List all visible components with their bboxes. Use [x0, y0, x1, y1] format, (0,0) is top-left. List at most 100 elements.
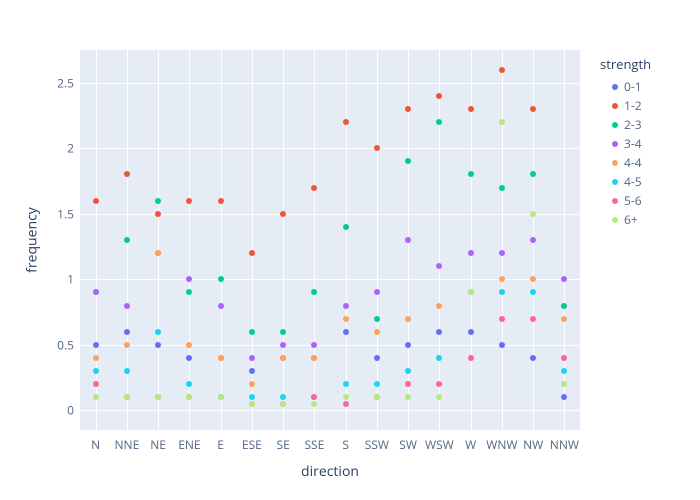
data-point[interactable]: [405, 237, 411, 243]
data-point[interactable]: [405, 381, 411, 387]
data-point[interactable]: [405, 368, 411, 374]
data-point[interactable]: [374, 289, 380, 295]
data-point[interactable]: [124, 368, 130, 374]
data-point[interactable]: [124, 237, 130, 243]
data-point[interactable]: [561, 381, 567, 387]
data-point[interactable]: [561, 276, 567, 282]
data-point[interactable]: [311, 355, 317, 361]
data-point[interactable]: [561, 368, 567, 374]
data-point[interactable]: [561, 303, 567, 309]
data-point[interactable]: [530, 106, 536, 112]
legend-item[interactable]: 4-4: [600, 153, 651, 172]
data-point[interactable]: [343, 401, 349, 407]
data-point[interactable]: [93, 381, 99, 387]
data-point[interactable]: [530, 211, 536, 217]
data-point[interactable]: [280, 329, 286, 335]
data-point[interactable]: [436, 303, 442, 309]
data-point[interactable]: [218, 394, 224, 400]
data-point[interactable]: [155, 250, 161, 256]
data-point[interactable]: [311, 289, 317, 295]
data-point[interactable]: [311, 185, 317, 191]
data-point[interactable]: [343, 329, 349, 335]
data-point[interactable]: [499, 276, 505, 282]
data-point[interactable]: [93, 394, 99, 400]
data-point[interactable]: [374, 329, 380, 335]
data-point[interactable]: [436, 329, 442, 335]
data-point[interactable]: [436, 119, 442, 125]
data-point[interactable]: [124, 171, 130, 177]
data-point[interactable]: [124, 303, 130, 309]
data-point[interactable]: [374, 394, 380, 400]
data-point[interactable]: [405, 394, 411, 400]
data-point[interactable]: [280, 401, 286, 407]
data-point[interactable]: [93, 342, 99, 348]
data-point[interactable]: [155, 329, 161, 335]
data-point[interactable]: [186, 289, 192, 295]
data-point[interactable]: [530, 276, 536, 282]
data-point[interactable]: [561, 394, 567, 400]
data-point[interactable]: [499, 342, 505, 348]
data-point[interactable]: [405, 342, 411, 348]
data-point[interactable]: [343, 119, 349, 125]
data-point[interactable]: [436, 263, 442, 269]
data-point[interactable]: [499, 119, 505, 125]
legend-item[interactable]: 0-1: [600, 77, 651, 96]
data-point[interactable]: [468, 289, 474, 295]
data-point[interactable]: [280, 394, 286, 400]
data-point[interactable]: [93, 289, 99, 295]
data-point[interactable]: [374, 381, 380, 387]
data-point[interactable]: [93, 368, 99, 374]
data-point[interactable]: [530, 355, 536, 361]
data-point[interactable]: [405, 106, 411, 112]
data-point[interactable]: [436, 381, 442, 387]
legend-item[interactable]: 1-2: [600, 96, 651, 115]
data-point[interactable]: [155, 394, 161, 400]
data-point[interactable]: [374, 355, 380, 361]
data-point[interactable]: [343, 316, 349, 322]
data-point[interactable]: [468, 250, 474, 256]
data-point[interactable]: [93, 198, 99, 204]
data-point[interactable]: [124, 329, 130, 335]
data-point[interactable]: [561, 355, 567, 361]
data-point[interactable]: [405, 158, 411, 164]
data-point[interactable]: [186, 198, 192, 204]
legend-item[interactable]: 2-3: [600, 115, 651, 134]
legend-item[interactable]: 6+: [600, 210, 651, 229]
data-point[interactable]: [155, 342, 161, 348]
data-point[interactable]: [124, 394, 130, 400]
data-point[interactable]: [249, 394, 255, 400]
data-point[interactable]: [343, 303, 349, 309]
data-point[interactable]: [343, 381, 349, 387]
legend-item[interactable]: 5-6: [600, 191, 651, 210]
data-point[interactable]: [249, 381, 255, 387]
data-point[interactable]: [311, 394, 317, 400]
data-point[interactable]: [468, 329, 474, 335]
data-point[interactable]: [530, 289, 536, 295]
data-point[interactable]: [405, 316, 411, 322]
data-point[interactable]: [468, 106, 474, 112]
data-point[interactable]: [155, 198, 161, 204]
data-point[interactable]: [530, 237, 536, 243]
data-point[interactable]: [530, 316, 536, 322]
data-point[interactable]: [561, 316, 567, 322]
data-point[interactable]: [343, 394, 349, 400]
data-point[interactable]: [280, 342, 286, 348]
data-point[interactable]: [186, 276, 192, 282]
legend-item[interactable]: 3-4: [600, 134, 651, 153]
data-point[interactable]: [249, 401, 255, 407]
data-point[interactable]: [186, 394, 192, 400]
data-point[interactable]: [249, 250, 255, 256]
data-point[interactable]: [436, 93, 442, 99]
data-point[interactable]: [249, 368, 255, 374]
data-point[interactable]: [468, 355, 474, 361]
data-point[interactable]: [311, 342, 317, 348]
data-point[interactable]: [280, 211, 286, 217]
data-point[interactable]: [374, 316, 380, 322]
data-point[interactable]: [218, 198, 224, 204]
data-point[interactable]: [343, 224, 349, 230]
data-point[interactable]: [249, 329, 255, 335]
data-point[interactable]: [218, 276, 224, 282]
data-point[interactable]: [468, 171, 474, 177]
data-point[interactable]: [218, 303, 224, 309]
data-point[interactable]: [93, 355, 99, 361]
